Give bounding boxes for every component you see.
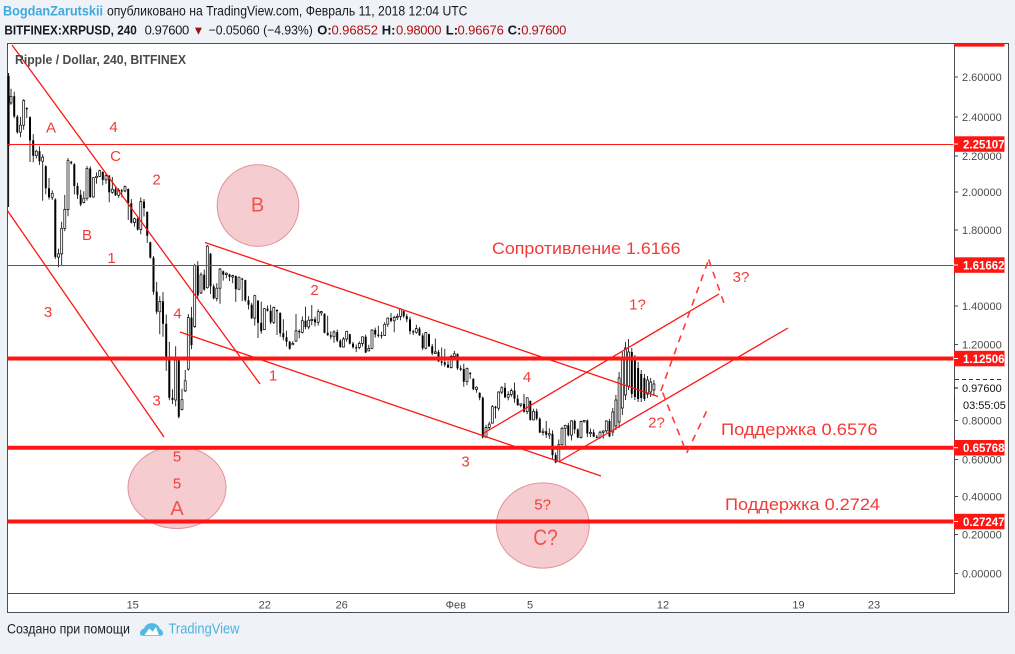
svg-text:Сопротивление 1.6166: Сопротивление 1.6166 — [492, 239, 681, 258]
svg-text:L:: L: — [446, 23, 458, 38]
svg-text:4: 4 — [173, 306, 181, 323]
svg-text:5: 5 — [173, 475, 181, 492]
svg-text:C?: C? — [533, 525, 558, 550]
svg-text:19: 19 — [792, 600, 804, 612]
svg-text:0.96676: 0.96676 — [458, 23, 504, 38]
svg-text:1.20000: 1.20000 — [962, 340, 1002, 352]
svg-text:5: 5 — [527, 600, 533, 612]
svg-text:0.40000: 0.40000 — [962, 492, 1002, 504]
svg-text:C: C — [110, 148, 121, 165]
svg-text:12: 12 — [657, 600, 669, 612]
svg-text:15: 15 — [127, 600, 139, 612]
svg-text:B: B — [251, 195, 264, 217]
svg-text:Поддержка 0.6576: Поддержка 0.6576 — [721, 420, 878, 439]
svg-text:A: A — [46, 120, 56, 137]
svg-text:Ripple / Dollar, 240, BITFINEX: Ripple / Dollar, 240, BITFINEX — [15, 52, 186, 67]
svg-text:0.97600: 0.97600 — [521, 23, 566, 38]
svg-text:2: 2 — [310, 282, 318, 299]
svg-text:BogdanZarutskii: BogdanZarutskii — [3, 4, 103, 19]
svg-text:O:: O: — [317, 23, 331, 38]
svg-text:1: 1 — [107, 250, 115, 267]
svg-text:2.40000: 2.40000 — [962, 112, 1002, 124]
svg-text:BITFINEX:XRPUSD, 240: BITFINEX:XRPUSD, 240 — [4, 23, 136, 38]
svg-text:1.80000: 1.80000 — [962, 225, 1002, 237]
svg-text:0.27247: 0.27247 — [963, 517, 1005, 529]
svg-text:0.97600: 0.97600 — [145, 23, 190, 38]
svg-text:1.12506: 1.12506 — [963, 354, 1005, 366]
svg-text:опубликовано на TradingView.co: опубликовано на TradingView.com, Февраль… — [107, 4, 468, 19]
svg-text:0.65768: 0.65768 — [963, 443, 1005, 455]
svg-text:0.98000: 0.98000 — [396, 23, 442, 38]
svg-text:4: 4 — [109, 119, 117, 136]
svg-text:1?: 1? — [629, 297, 646, 314]
svg-text:26: 26 — [336, 600, 348, 612]
svg-text:C:: C: — [508, 23, 522, 38]
svg-text:TradingView: TradingView — [169, 622, 240, 638]
svg-text:−0.05060 (−4.93%): −0.05060 (−4.93%) — [209, 23, 313, 38]
svg-text:A: A — [170, 498, 184, 520]
svg-text:H:: H: — [382, 23, 396, 38]
svg-text:0.60000: 0.60000 — [962, 455, 1002, 467]
svg-text:23: 23 — [868, 600, 880, 612]
svg-text:2.00000: 2.00000 — [962, 187, 1002, 199]
svg-text:03:55:05: 03:55:05 — [963, 400, 1006, 412]
svg-text:0.00000: 0.00000 — [962, 569, 1002, 581]
svg-text:2.25107: 2.25107 — [963, 139, 1005, 151]
svg-text:22: 22 — [259, 600, 271, 612]
svg-text:Фев: Фев — [446, 600, 466, 612]
svg-text:2.20000: 2.20000 — [962, 151, 1002, 163]
svg-text:B: B — [82, 227, 92, 244]
svg-text:0.80000: 0.80000 — [962, 416, 1002, 428]
svg-text:0.20000: 0.20000 — [962, 530, 1002, 542]
svg-text:2.60000: 2.60000 — [962, 72, 1002, 84]
svg-text:4: 4 — [523, 369, 531, 386]
svg-text:Поддержка 0.2724: Поддержка 0.2724 — [725, 495, 880, 514]
svg-text:3?: 3? — [733, 269, 750, 286]
svg-text:1: 1 — [269, 368, 277, 385]
svg-text:0.96852: 0.96852 — [332, 23, 379, 38]
svg-text:3: 3 — [152, 393, 160, 410]
svg-text:Создано при помощи: Создано при помощи — [7, 622, 130, 637]
svg-text:0.97600: 0.97600 — [962, 383, 1002, 395]
svg-text:1.40000: 1.40000 — [962, 301, 1002, 313]
svg-text:5?: 5? — [534, 497, 551, 514]
svg-text:2: 2 — [152, 172, 160, 189]
svg-text:5: 5 — [173, 449, 181, 466]
svg-text:3: 3 — [44, 304, 52, 321]
svg-text:2?: 2? — [648, 415, 665, 432]
svg-text:▼: ▼ — [193, 24, 205, 38]
svg-text:1.61662: 1.61662 — [963, 260, 1005, 272]
svg-text:3: 3 — [461, 454, 469, 471]
